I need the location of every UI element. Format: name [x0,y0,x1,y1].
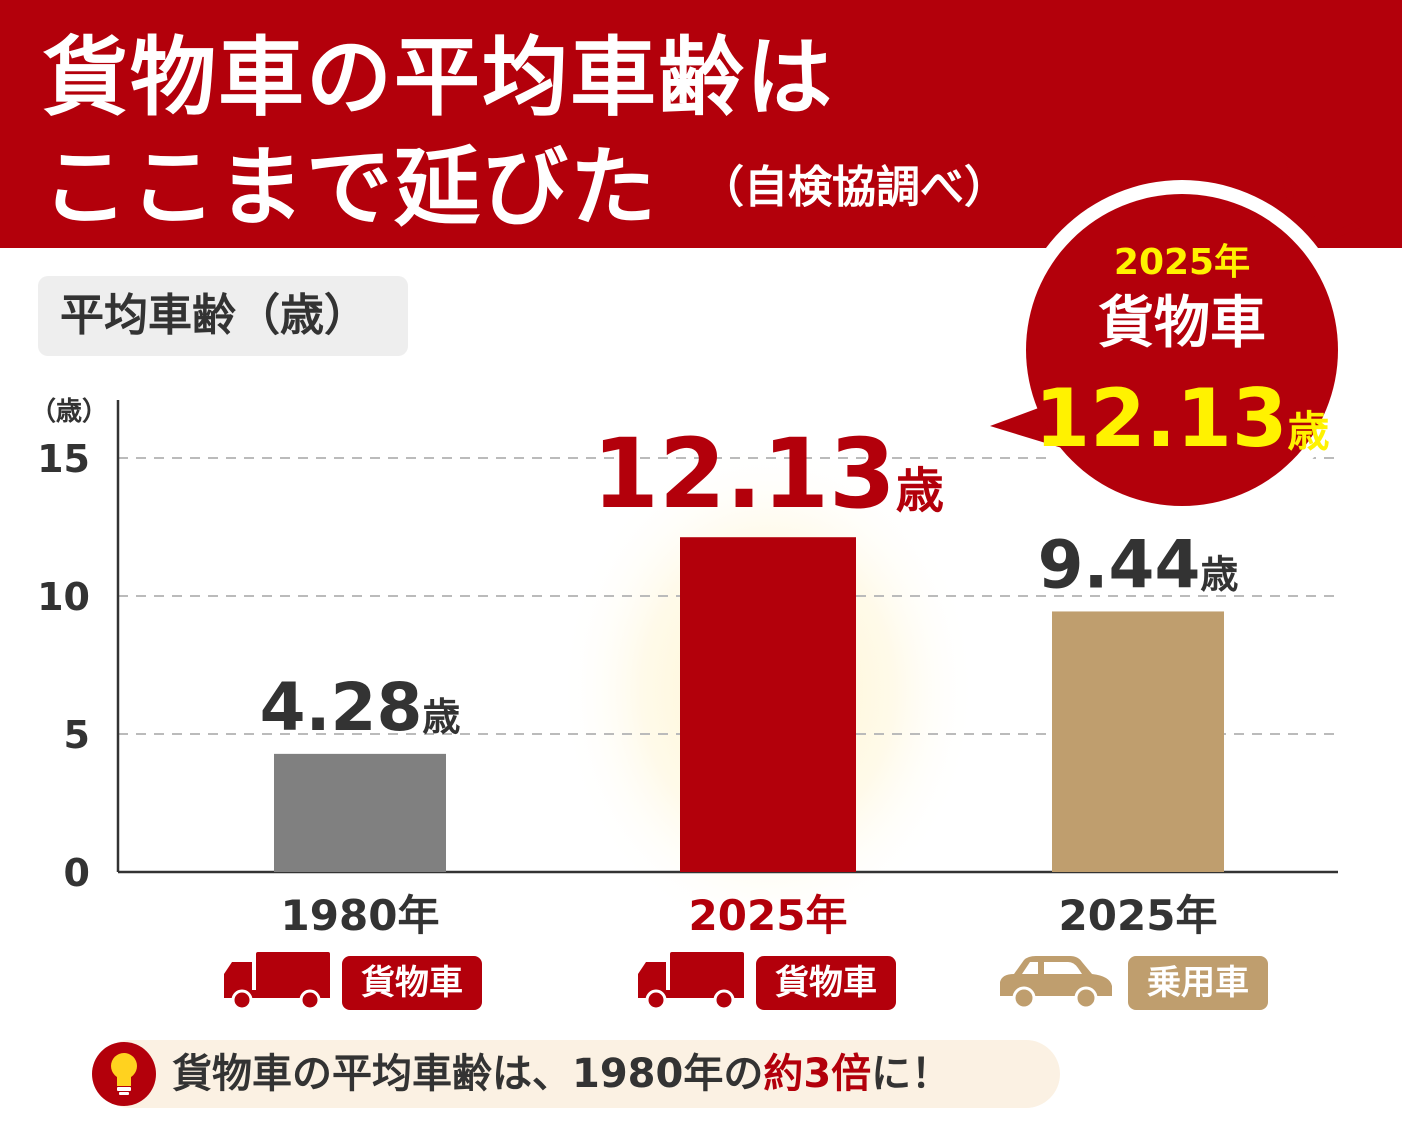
x-label-1980: 1980年 [281,891,440,940]
x-label-2025-truck: 2025年 [689,891,848,940]
value-label-2025-truck: 12.13歳 [592,418,944,530]
y-tick-label: 15 [37,437,90,481]
y-axis-label: （歳） [30,397,108,427]
callout-bubble [980,180,1352,520]
badge-1980-truck: 貨物車 [342,956,482,1010]
footer-highlight: 約3倍 [763,1051,872,1097]
value-label-1980-truck: 4.28歳 [260,669,461,746]
truck-icon [224,952,330,1011]
value-label-2025-car: 9.44歳 [1038,526,1239,603]
y-tick-label: 10 [37,575,90,619]
footer-note-pill [96,1040,1060,1108]
callout-year: 2025年 [1114,242,1250,283]
footer-note-text: 貨物車の平均車齢は、1980年の約3倍に！ [172,1051,952,1097]
y-tick-label: 0 [64,851,90,895]
callout-vehicle: 貨物車 [1098,291,1266,356]
chart-label: 平均車齢（歳） [60,290,368,341]
bar-2025-truck [680,537,856,872]
title-line-1: 貨物車の平均車齢は [42,28,834,128]
title-source: （自検協調べ） [700,162,1008,213]
bar-2025-car [1052,611,1224,872]
badge-2025-car: 乗用車 [1128,956,1268,1010]
callout-value: 12.13歳 [1034,372,1329,465]
y-tick-labels: 0 5 10 15 [37,437,90,895]
badge-2025-truck: 貨物車 [756,956,896,1010]
chart-label-pill [38,276,408,356]
y-tick-label: 5 [64,713,90,757]
lightbulb-icon [111,1053,137,1095]
truck-icon [638,952,744,1011]
x-label-2025-car: 2025年 [1059,891,1218,940]
title-line-2: ここまで延びた [42,138,658,238]
bar-1980-truck [274,753,446,872]
sunburst-lines [1278,156,1364,242]
car-icon [1000,956,1112,1010]
